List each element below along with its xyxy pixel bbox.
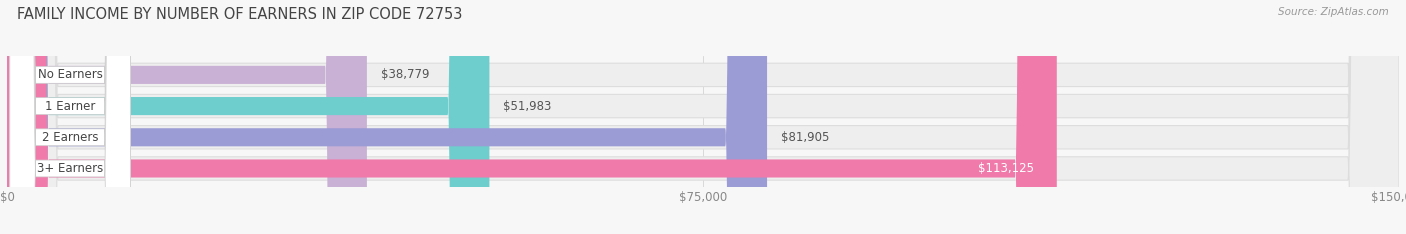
FancyBboxPatch shape: [10, 0, 131, 234]
Text: $113,125: $113,125: [977, 162, 1033, 175]
FancyBboxPatch shape: [7, 0, 367, 234]
Text: No Earners: No Earners: [38, 68, 103, 81]
Text: 1 Earner: 1 Earner: [45, 100, 96, 113]
FancyBboxPatch shape: [7, 0, 1399, 234]
FancyBboxPatch shape: [7, 0, 489, 234]
FancyBboxPatch shape: [7, 0, 1057, 234]
FancyBboxPatch shape: [10, 0, 131, 234]
FancyBboxPatch shape: [10, 0, 131, 234]
FancyBboxPatch shape: [7, 0, 1399, 234]
Text: FAMILY INCOME BY NUMBER OF EARNERS IN ZIP CODE 72753: FAMILY INCOME BY NUMBER OF EARNERS IN ZI…: [17, 7, 463, 22]
FancyBboxPatch shape: [7, 0, 768, 234]
Text: Source: ZipAtlas.com: Source: ZipAtlas.com: [1278, 7, 1389, 17]
Text: 2 Earners: 2 Earners: [42, 131, 98, 144]
Text: $38,779: $38,779: [381, 68, 429, 81]
Text: $81,905: $81,905: [780, 131, 830, 144]
FancyBboxPatch shape: [7, 0, 1399, 234]
Text: 3+ Earners: 3+ Earners: [37, 162, 103, 175]
FancyBboxPatch shape: [7, 0, 1399, 234]
Text: $51,983: $51,983: [503, 100, 551, 113]
FancyBboxPatch shape: [10, 0, 131, 234]
